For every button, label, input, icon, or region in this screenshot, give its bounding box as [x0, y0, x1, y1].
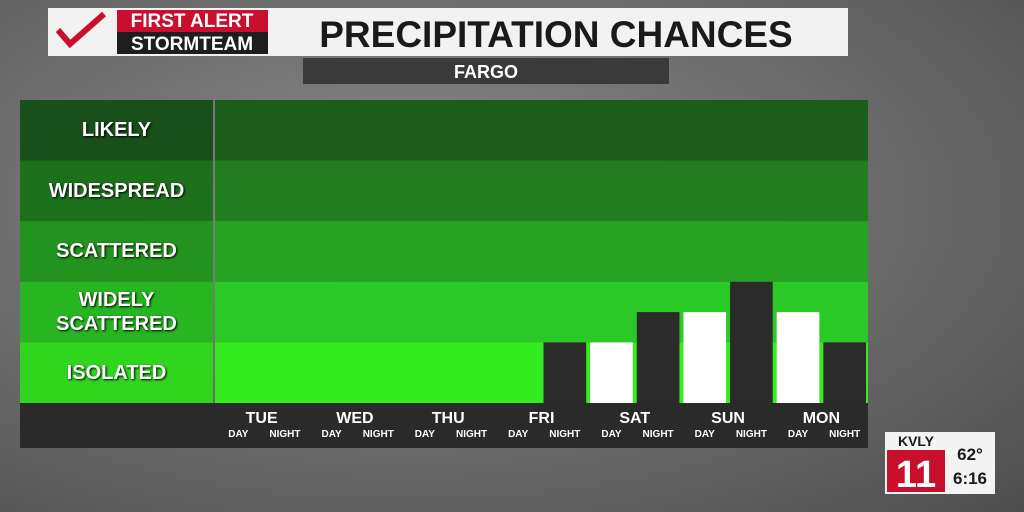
x-tick-label: FRI: [529, 410, 555, 427]
y-tick-label: SCATTERED: [56, 240, 177, 263]
brand-bottom-bg: [117, 32, 268, 54]
y-tick-label: LIKELY: [81, 119, 152, 142]
chart-title: PRECIPITATION CHANCES: [319, 14, 792, 55]
bar: [590, 342, 633, 403]
period-label: DAY: [228, 429, 249, 440]
level-band: [215, 160, 868, 222]
clock: 6:16: [953, 469, 987, 488]
x-tick-label: MON: [803, 410, 840, 427]
period-label: DAY: [601, 429, 622, 440]
level-band: [215, 100, 868, 161]
level-label-bg: [20, 160, 213, 222]
level-label-bg: [20, 100, 213, 161]
period-label: NIGHT: [363, 429, 394, 440]
period-label: NIGHT: [829, 429, 860, 440]
x-tick-label: TUE: [246, 410, 278, 427]
station-name: KVLY: [898, 433, 935, 449]
y-tick-label: WIDESPREAD: [48, 179, 185, 202]
station-channel: 11: [896, 454, 936, 496]
bar: [636, 312, 680, 403]
y-tick-label: ISOLATED: [66, 361, 167, 384]
brand-bottom: STORMTEAM: [131, 34, 253, 55]
temperature: 62°: [957, 445, 983, 464]
y-tick-label: WIDELY SCATTERED: [56, 289, 177, 336]
x-tick-label: WED: [336, 410, 373, 427]
period-label: NIGHT: [736, 429, 767, 440]
period-label: DAY: [695, 429, 716, 440]
brand-top-bg: [117, 10, 268, 32]
logo-check: [55, 11, 106, 49]
period-label: DAY: [415, 429, 436, 440]
x-tick-label: THU: [432, 410, 465, 427]
x-tick-label: SAT: [619, 410, 650, 427]
period-label: NIGHT: [549, 429, 580, 440]
level-label-bg: [20, 221, 213, 282]
period-label: DAY: [788, 429, 809, 440]
brand-top: FIRST ALERT: [131, 11, 254, 32]
chart-subtitle: FARGO: [454, 62, 518, 82]
period-label: NIGHT: [456, 429, 487, 440]
x-axis-bg: [20, 403, 868, 448]
period-label: DAY: [322, 429, 343, 440]
bar: [776, 312, 820, 403]
bar: [730, 281, 773, 403]
level-label-bg: [20, 342, 213, 403]
level-label-bg: [20, 281, 213, 343]
period-label: NIGHT: [269, 429, 300, 440]
period-label: DAY: [508, 429, 529, 440]
bar: [543, 342, 587, 403]
station-logo: [887, 450, 945, 492]
level-band: [215, 221, 868, 282]
bar: [683, 312, 727, 403]
period-label: NIGHT: [643, 429, 674, 440]
bar: [823, 342, 866, 403]
subtitle-bar: [303, 58, 669, 84]
x-tick-label: SUN: [711, 410, 745, 427]
